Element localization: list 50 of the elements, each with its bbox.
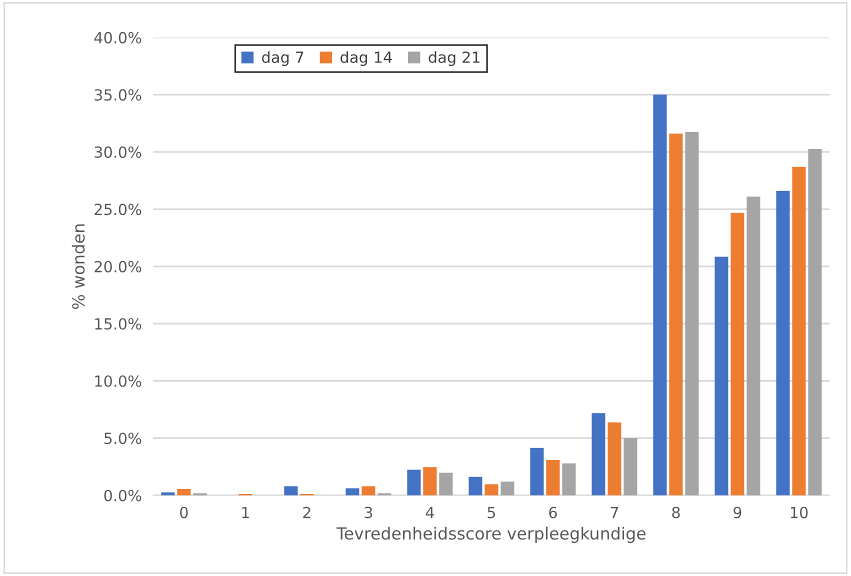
y-tick-label: 40.0% [94, 32, 142, 44]
y-tick-label: 25.0% [94, 204, 142, 216]
x-tick-label: 4 [426, 506, 434, 518]
bar [653, 94, 667, 496]
bar [808, 148, 822, 496]
x-tick-label: 6 [549, 506, 557, 518]
x-axis-title: Tevredenheidsscore verpleegkundige [336, 526, 646, 543]
y-tick-label: 5.0% [104, 432, 142, 444]
legend-label: dag 7 [262, 51, 304, 66]
x-tick-label: 0 [180, 506, 188, 518]
bar [346, 488, 360, 496]
bar [284, 486, 298, 496]
bar [776, 190, 790, 496]
bar [468, 476, 482, 496]
legend-label: dag 21 [428, 51, 480, 66]
y-tick-label: 30.0% [94, 146, 142, 158]
bar [562, 463, 576, 496]
y-tick-label: 15.0% [95, 318, 142, 330]
y-tick-label: 35.0% [94, 89, 142, 101]
x-tick-label: 10 [790, 506, 808, 518]
bar [669, 134, 683, 496]
bar [177, 488, 191, 496]
bar [530, 448, 544, 496]
bar [439, 472, 453, 496]
x-tick-label: 7 [610, 506, 618, 518]
y-tick-label: 0.0% [104, 490, 142, 502]
bar [608, 422, 622, 496]
x-tick-label: 1 [242, 506, 249, 518]
bar [423, 467, 437, 496]
bar [592, 413, 606, 496]
x-tick-label: 8 [672, 506, 680, 518]
bar [484, 484, 498, 496]
bar [407, 470, 421, 496]
y-axis-title: % wonden [72, 224, 85, 309]
bar [624, 438, 638, 496]
x-tick-label: 2 [303, 506, 310, 518]
bar [362, 486, 376, 496]
bar [714, 256, 728, 496]
bar [546, 460, 560, 496]
legend-label: dag 14 [340, 51, 392, 66]
x-tick-label: 3 [364, 506, 372, 518]
y-tick-label: 10.0% [95, 375, 142, 387]
bar [730, 212, 744, 496]
bar [746, 196, 760, 496]
x-tick-label: 9 [734, 506, 742, 518]
y-tick-label: 20.0% [94, 260, 142, 272]
bar [500, 482, 514, 496]
bar [792, 166, 806, 496]
bar [685, 132, 699, 496]
x-tick-label: 5 [488, 506, 495, 518]
